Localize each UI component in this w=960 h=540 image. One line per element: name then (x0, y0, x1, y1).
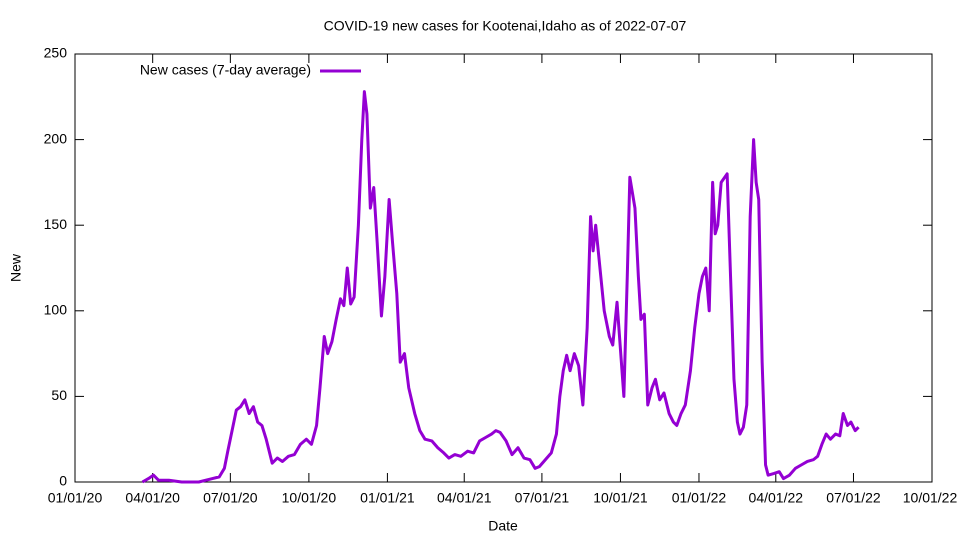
x-tick-label: 07/01/21 (515, 490, 570, 506)
y-tick-label: 0 (59, 473, 67, 489)
y-tick-label: 50 (51, 387, 67, 403)
x-tick-label: 01/01/22 (672, 490, 727, 506)
x-tick-label: 10/01/22 (903, 490, 958, 506)
x-tick-label: 01/01/21 (360, 490, 415, 506)
y-tick-label: 200 (44, 130, 68, 146)
x-axis-label: Date (488, 518, 518, 534)
plot-border (74, 53, 933, 483)
y-tick-label: 100 (44, 302, 68, 318)
y-axis-label: New (8, 253, 24, 282)
x-tick-label: 10/01/21 (593, 490, 648, 506)
x-tick-label: 10/01/20 (282, 490, 337, 506)
x-tick-label: 01/01/20 (48, 490, 103, 506)
chart-title: COVID-19 new cases for Kootenai,Idaho as… (324, 18, 687, 34)
x-tick-label: 04/01/20 (125, 490, 180, 506)
y-tick-label: 150 (44, 216, 68, 232)
x-tick-label: 07/01/22 (826, 490, 881, 506)
data-line (141, 90, 860, 484)
x-tick-label: 04/01/21 (437, 490, 492, 506)
y-tick-label: 250 (44, 45, 68, 61)
x-tick-label: 07/01/20 (203, 490, 258, 506)
legend-label: New cases (7-day average) (140, 62, 311, 78)
x-tick-label: 04/01/22 (749, 490, 804, 506)
